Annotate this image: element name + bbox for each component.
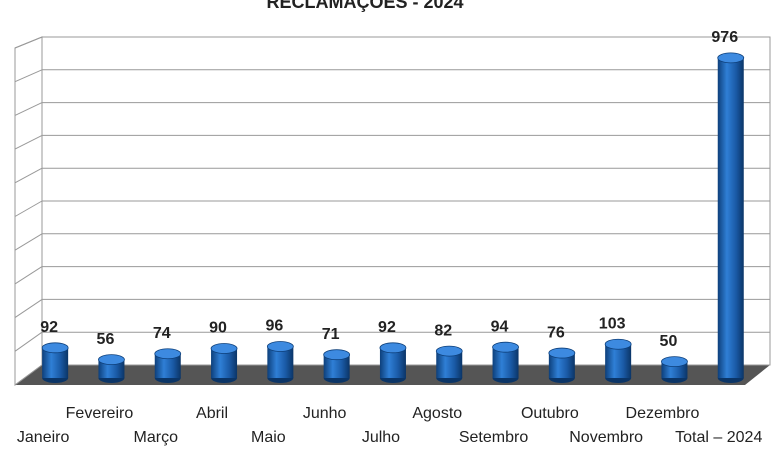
x-tick-label: Total – 2024	[675, 429, 762, 446]
x-tick-label: Fevereiro	[66, 405, 134, 422]
grid-line-side	[14, 298, 43, 319]
grid-line-side	[14, 331, 43, 352]
grid-line-side	[14, 200, 43, 217]
grid-line-side	[14, 364, 43, 386]
bar	[323, 354, 350, 378]
grid-line-side	[14, 233, 43, 251]
x-tick-label: Junho	[303, 405, 347, 422]
grid-line-side	[14, 102, 43, 116]
grid-line-side	[14, 266, 43, 285]
value-label: 56	[97, 331, 115, 348]
bar	[605, 344, 632, 378]
value-label: 92	[40, 319, 58, 336]
bar	[717, 57, 744, 378]
value-label: 76	[547, 324, 565, 341]
value-label: 71	[322, 326, 340, 343]
value-label: 96	[265, 318, 283, 335]
x-tick-label: Agosto	[412, 405, 462, 422]
grid-line-side	[14, 69, 43, 83]
bar-top	[210, 343, 238, 354]
side-wall	[14, 36, 43, 386]
bar-top	[266, 341, 294, 352]
x-tick-label: Novembro	[569, 429, 643, 446]
value-label: 90	[209, 320, 227, 337]
x-tick-label: Julho	[362, 429, 400, 446]
bar-top	[717, 52, 745, 64]
value-label: 74	[153, 325, 171, 342]
bar-top	[492, 341, 519, 353]
bar-top	[41, 342, 69, 354]
value-label: 94	[491, 318, 509, 335]
grid-line-side	[14, 167, 43, 184]
x-tick-label: Abril	[196, 405, 228, 422]
value-label: 976	[711, 29, 738, 46]
x-tick-label: Dezembro	[626, 405, 700, 422]
bar-top	[379, 342, 407, 354]
value-label: 92	[378, 319, 396, 336]
grid-line-side	[14, 36, 43, 49]
bar-top	[548, 347, 576, 359]
x-tick-label: Outubro	[521, 405, 579, 422]
bar-top	[435, 345, 463, 357]
value-label: 103	[599, 315, 626, 332]
value-label: 82	[434, 322, 452, 339]
bar-top	[323, 349, 351, 361]
bar-top	[154, 348, 182, 360]
x-tick-label: Março	[134, 429, 179, 446]
chart-title: RECLAMAÇÕES - 2024	[266, 0, 463, 12]
bar-top	[604, 338, 632, 350]
x-tick-label: Janeiro	[17, 429, 70, 446]
bar-top	[661, 356, 688, 368]
bar-top	[98, 354, 125, 366]
grid-line-side	[14, 134, 43, 150]
value-label: 50	[660, 333, 678, 350]
x-tick-label: Maio	[251, 429, 286, 446]
x-tick-label: Setembro	[459, 429, 528, 446]
